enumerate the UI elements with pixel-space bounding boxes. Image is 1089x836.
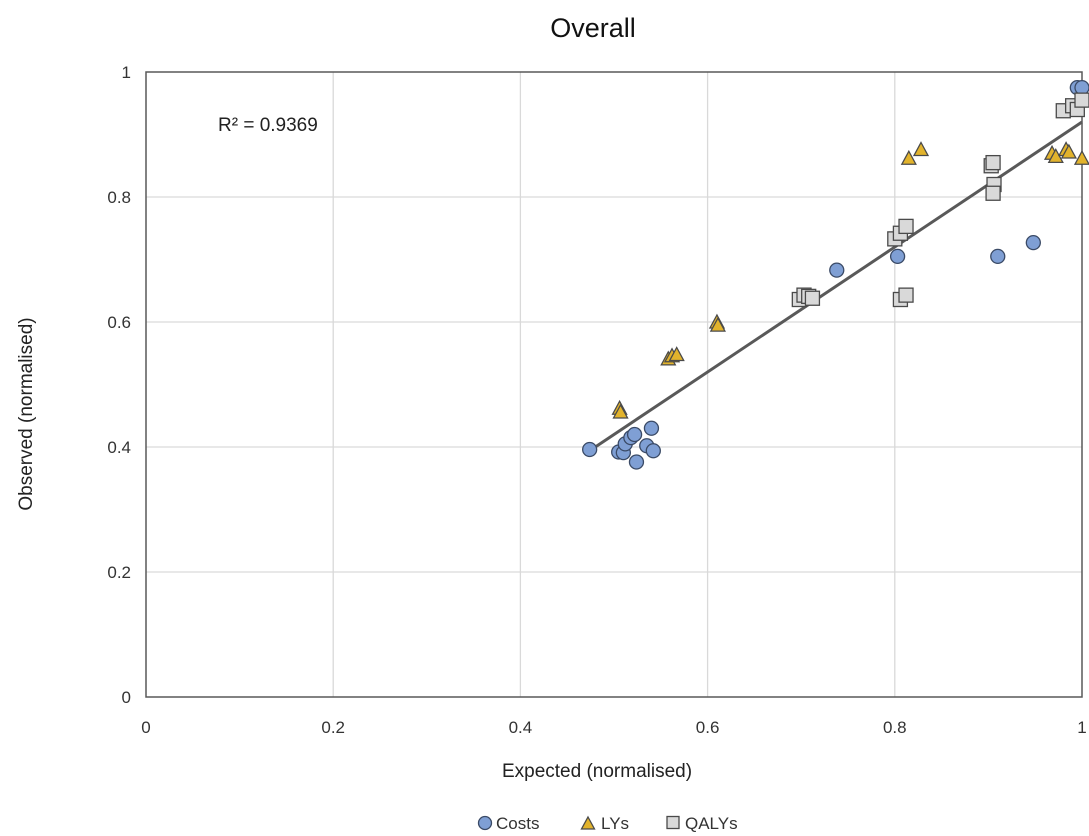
y-tick-label: 0.2: [107, 563, 131, 582]
point-lys: [900, 149, 917, 165]
y-tick-label: 0.8: [107, 188, 131, 207]
point-qalys: [898, 218, 914, 235]
point-lys: [668, 346, 685, 362]
y-tick-labels: 0 0.2 0.4 0.6 0.8 1: [107, 63, 131, 707]
x-tick-label: 0.4: [509, 718, 533, 737]
y-axis-title: Observed (normalised): [16, 317, 37, 510]
point-costs: [829, 262, 845, 278]
point-qalys: [898, 287, 914, 303]
point-lys: [912, 141, 930, 157]
x-tick-label: 0.8: [883, 718, 907, 737]
y-tick-label: 0: [122, 688, 131, 707]
point-costs: [990, 248, 1006, 265]
point-qalys: [804, 290, 821, 306]
point-lys: [612, 403, 629, 419]
point-lys: [709, 316, 726, 332]
legend-qalys-marker: [666, 815, 680, 830]
point-qalys: [985, 154, 1001, 171]
x-tick-labels: 0 0.2 0.4 0.6 0.8 1: [141, 718, 1086, 737]
point-costs: [582, 441, 598, 458]
y-tick-label: 1: [122, 63, 131, 82]
data-points: [582, 79, 1089, 470]
x-tick-label: 0.6: [696, 718, 720, 737]
point-lys: [1060, 143, 1077, 159]
legend-lys-marker: [580, 815, 596, 830]
legend-qalys-label: QALYs: [685, 814, 738, 833]
x-tick-label: 1: [1077, 718, 1086, 737]
legend-lys-label: LYs: [601, 814, 629, 833]
point-costs: [628, 454, 645, 470]
legend: Costs LYs QALYs: [477, 814, 738, 833]
point-costs: [645, 443, 661, 459]
point-qalys: [985, 185, 1001, 201]
legend-costs-label: Costs: [496, 814, 539, 833]
y-tick-label: 0.6: [107, 313, 131, 332]
x-tick-label: 0: [141, 718, 150, 737]
y-tick-label: 0.4: [107, 438, 131, 457]
point-costs: [626, 426, 643, 443]
point-costs: [889, 248, 906, 265]
point-lys: [1073, 149, 1089, 165]
chart-title: Overall: [550, 13, 636, 43]
trendline: [594, 120, 1083, 449]
point-costs: [1025, 234, 1041, 251]
point-costs: [643, 420, 660, 436]
legend-costs-marker: [477, 815, 493, 831]
r-squared-annotation: R² = 0.9369: [218, 115, 318, 136]
x-tick-label: 0.2: [321, 718, 345, 737]
point-qalys: [1074, 92, 1089, 108]
x-axis-title: Expected (normalised): [502, 761, 692, 782]
plot-area-border: [145, 71, 1083, 698]
